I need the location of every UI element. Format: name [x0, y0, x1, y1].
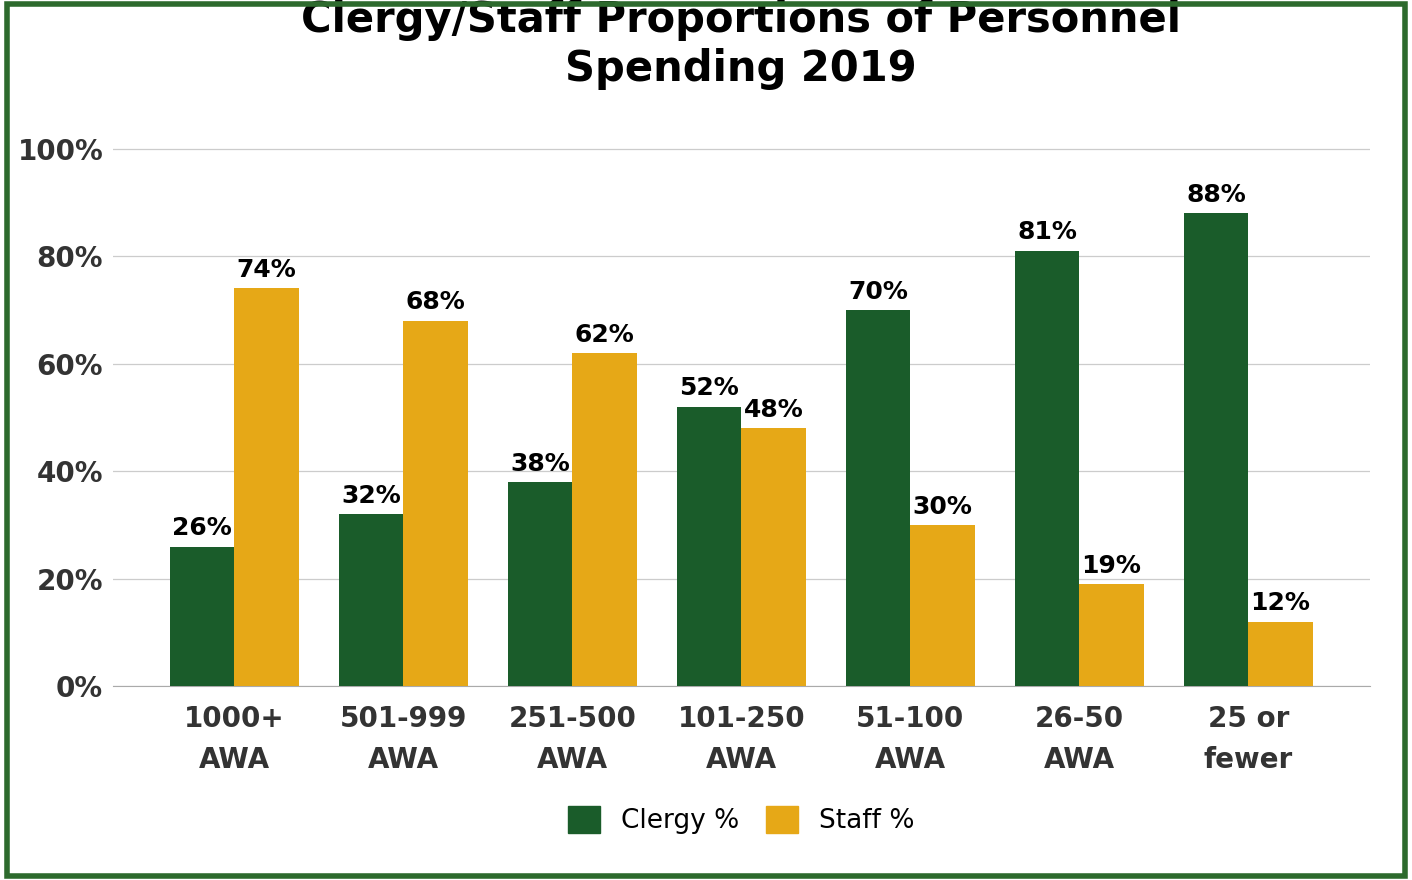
- Bar: [339, 514, 404, 686]
- Bar: [911, 525, 974, 686]
- Text: 62%: 62%: [575, 323, 634, 347]
- Legend: Clergy %, Staff %: Clergy %, Staff %: [555, 793, 928, 847]
- Text: 70%: 70%: [849, 280, 908, 304]
- Bar: [572, 353, 637, 686]
- Bar: [508, 482, 572, 686]
- Text: 30%: 30%: [912, 495, 973, 518]
- Text: 68%: 68%: [405, 290, 466, 314]
- Text: 81%: 81%: [1017, 220, 1077, 245]
- Text: 32%: 32%: [342, 484, 401, 508]
- Bar: [1185, 213, 1248, 686]
- Bar: [678, 407, 741, 686]
- Text: 88%: 88%: [1186, 183, 1245, 207]
- Text: 52%: 52%: [679, 377, 738, 400]
- Bar: [169, 546, 234, 686]
- Bar: [1015, 251, 1079, 686]
- Bar: [1079, 584, 1144, 686]
- Text: 12%: 12%: [1251, 591, 1310, 615]
- Bar: [234, 289, 298, 686]
- Text: 38%: 38%: [510, 451, 570, 475]
- Title: Clergy/Staff Proportions of Personnel
Spending 2019: Clergy/Staff Proportions of Personnel Sp…: [301, 0, 1182, 90]
- Bar: [846, 310, 911, 686]
- Bar: [741, 429, 805, 686]
- Text: 48%: 48%: [744, 398, 803, 422]
- Bar: [1248, 622, 1313, 686]
- Text: 19%: 19%: [1082, 554, 1141, 578]
- Text: 26%: 26%: [172, 517, 232, 540]
- Bar: [404, 320, 467, 686]
- Text: 74%: 74%: [237, 258, 297, 282]
